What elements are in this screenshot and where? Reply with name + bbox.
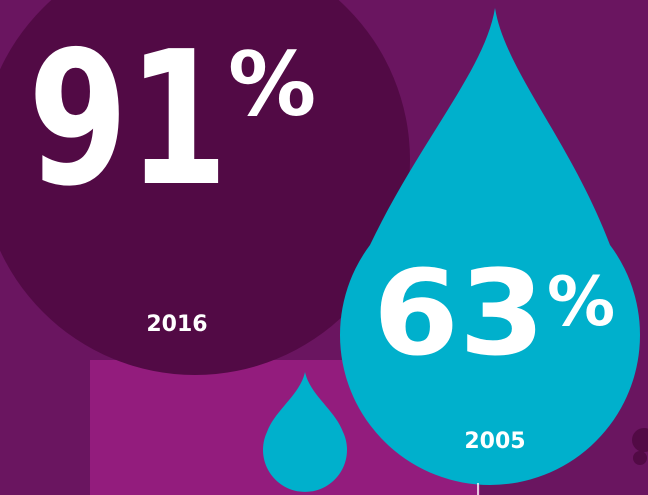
- drop-2005: [340, 8, 640, 485]
- blotch: [633, 451, 647, 465]
- stat-unit: %: [547, 263, 615, 342]
- small-drop: [263, 372, 347, 492]
- stat-year: 2016: [146, 312, 207, 337]
- stat-unit: %: [228, 33, 316, 136]
- stat-number: 91: [28, 11, 228, 227]
- blotch: [632, 428, 648, 452]
- circle-2016: [0, 0, 410, 375]
- stat-year: 2005: [464, 429, 525, 454]
- stat-number: 63: [373, 244, 545, 382]
